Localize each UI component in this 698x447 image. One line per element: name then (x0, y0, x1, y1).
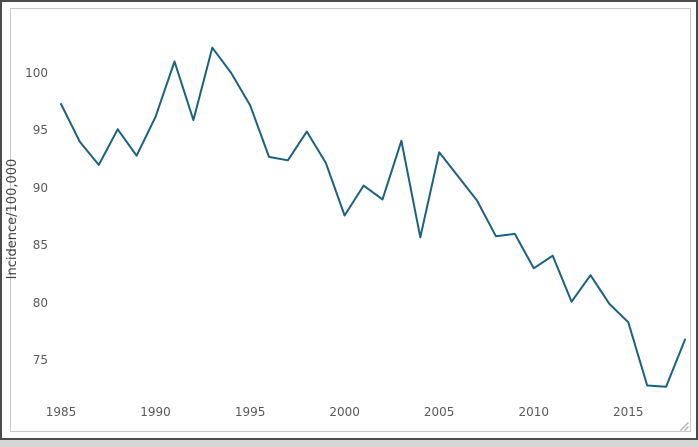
y-axis-title: Incidence/100,000 (5, 158, 20, 280)
y-tick-label: 100 (25, 66, 48, 80)
y-tick-label: 75 (32, 353, 48, 368)
y-tick-label: 85 (32, 238, 48, 253)
y-tick-label: 90 (32, 180, 48, 195)
x-tick-label: 2010 (518, 405, 550, 419)
x-tick-label: 2005 (423, 405, 455, 419)
y-tick-label: 95 (32, 123, 48, 138)
x-tick-label: 2000 (329, 405, 360, 419)
x-tick-label: 1985 (45, 405, 77, 419)
chart-container (10, 8, 691, 432)
x-tick-label: 1990 (140, 405, 171, 419)
y-tick-label: 80 (32, 295, 48, 310)
x-tick-label: 2015 (613, 405, 644, 419)
x-tick-label: 1995 (234, 405, 266, 419)
